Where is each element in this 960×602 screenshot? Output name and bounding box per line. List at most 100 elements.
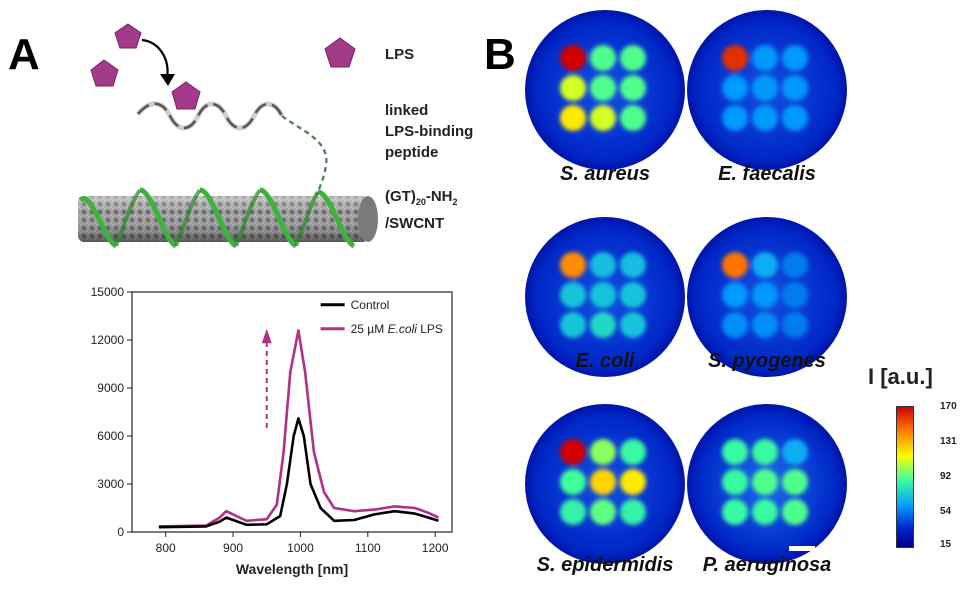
sensor-spot <box>590 499 616 525</box>
arrowhead-icon <box>160 74 175 86</box>
x-axis-label: Wavelength [nm] <box>236 561 348 577</box>
organism-label: S. aureus <box>559 163 651 185</box>
sensor-spot <box>782 439 808 465</box>
sensor-spot <box>560 312 586 338</box>
sensor-spot <box>782 45 808 71</box>
sensor-spot <box>752 312 778 338</box>
sensor-spot <box>782 252 808 278</box>
dna-helix <box>78 187 356 249</box>
sensor-spot <box>782 75 808 101</box>
y-tick-label: 3000 <box>97 477 124 491</box>
colorbar-title: I [a.u.] <box>868 364 933 389</box>
colorbar-tick: 170 <box>940 401 957 412</box>
series-line <box>158 329 440 528</box>
peptide-label-line2: LPS-binding <box>385 123 474 140</box>
sensor-spot <box>560 105 586 131</box>
sensor-spot <box>560 282 586 308</box>
sensor-spot <box>722 252 748 278</box>
sensor-spot <box>722 312 748 338</box>
sensor-spot <box>560 75 586 101</box>
colorbar-tick: 54 <box>940 506 952 517</box>
spectrum-chart: 800 900 1000 1100 12000300060009000120001500… <box>91 285 453 577</box>
sensor-spot <box>782 499 808 525</box>
sensor-spot <box>620 282 646 308</box>
sensor-spot <box>620 105 646 131</box>
y-tick-label: 9000 <box>97 381 124 395</box>
x-tick-label: 1100 <box>355 541 381 555</box>
organism-label: S. epidermidis <box>536 554 674 576</box>
peptide-label-line1: linked <box>385 102 429 119</box>
colorbar-tick: 131 <box>940 436 957 447</box>
sensor-spot <box>782 312 808 338</box>
sensor-spot <box>590 469 616 495</box>
sensor-spot <box>560 439 586 465</box>
y-tick-label: 12000 <box>91 333 125 347</box>
sensor-spot <box>722 282 748 308</box>
y-tick-label: 6000 <box>97 429 124 443</box>
sensor-spot <box>620 75 646 101</box>
panel-label-b: B <box>484 30 516 79</box>
legend-label-control: Control <box>351 298 390 312</box>
sensor-spot <box>620 439 646 465</box>
nanotube-label: (GT)20-NH2 /SWCNT <box>385 188 458 232</box>
colorbar-tick: 15 <box>940 539 952 550</box>
sensor-spot <box>590 439 616 465</box>
sensor-spot <box>752 252 778 278</box>
heatmap-image <box>687 217 847 377</box>
sensor-spot <box>782 282 808 308</box>
x-tick-label: 800 <box>156 541 176 555</box>
organism-label: E. faecalis <box>718 163 816 185</box>
x-tick-label: 1000 <box>287 541 314 555</box>
organism-label: E. coli <box>575 350 635 372</box>
lps-label: LPS <box>385 46 415 63</box>
sensor-spot <box>722 499 748 525</box>
lps-pentagon-icon <box>90 59 119 87</box>
peptide-label-line3: peptide <box>385 144 439 161</box>
heatmap-image <box>525 10 685 170</box>
sensor-spot <box>620 45 646 71</box>
sensor-spot <box>722 439 748 465</box>
scale-bar <box>789 546 815 551</box>
sensor-spot <box>782 105 808 131</box>
y-tick-label: 15000 <box>91 285 125 299</box>
heatmap-image <box>525 404 685 564</box>
peptide-chain-shade <box>137 102 284 130</box>
sensor-spot <box>590 45 616 71</box>
sensor-spot <box>722 45 748 71</box>
x-tick-label: 900 <box>223 541 243 555</box>
sensor-spot <box>782 469 808 495</box>
sensor-spot <box>590 282 616 308</box>
sensor-spot <box>590 252 616 278</box>
peptide-label: linked LPS-binding peptide <box>385 100 473 163</box>
sensor-spot <box>560 252 586 278</box>
sensor-spot <box>722 469 748 495</box>
plot-frame <box>131 291 453 533</box>
sensor-spot <box>752 499 778 525</box>
sensor-spot <box>722 75 748 101</box>
heatmap-image <box>525 217 685 377</box>
y-tick-label: 0 <box>117 525 124 539</box>
sensor-spot <box>752 282 778 308</box>
sensor-spot <box>560 469 586 495</box>
schematic-diagram <box>78 23 378 249</box>
sensor-spot <box>560 499 586 525</box>
sensor-spot <box>590 312 616 338</box>
sensor-spot <box>752 75 778 101</box>
legend-label-lps: 25 µM E.coli LPS <box>351 322 443 336</box>
sensor-spot <box>722 105 748 131</box>
nanotube-label-line2: /SWCNT <box>385 215 445 232</box>
sensor-spot <box>620 312 646 338</box>
series-line <box>158 417 439 529</box>
sensor-spot <box>752 45 778 71</box>
lps-pentagon-icon <box>114 23 142 49</box>
colorbar <box>896 406 914 548</box>
peptide-linker <box>281 115 328 201</box>
organism-label: S. pyogenes <box>708 350 826 372</box>
binding-arrow-icon <box>141 38 169 79</box>
heatmap-image <box>687 10 847 170</box>
panel-label-a: A <box>8 30 40 79</box>
increase-arrow-head-icon <box>261 328 272 344</box>
sensor-spot <box>620 499 646 525</box>
sensor-spot <box>620 252 646 278</box>
